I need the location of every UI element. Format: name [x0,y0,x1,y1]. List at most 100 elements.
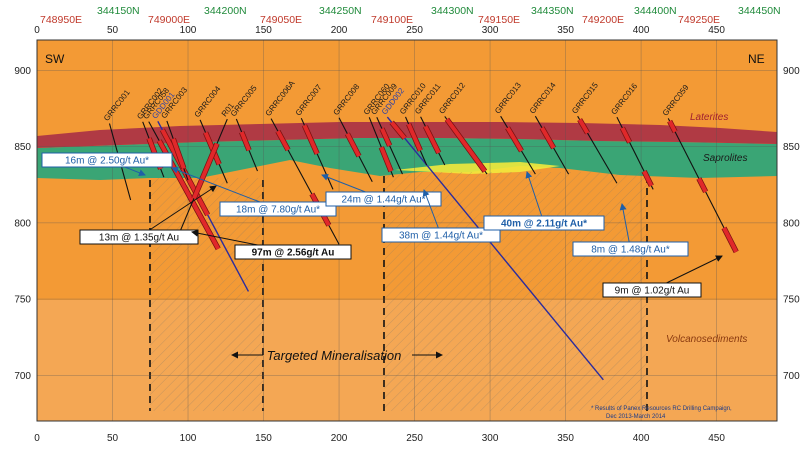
drill-hole [616,116,654,190]
intercept-segment [423,125,441,154]
coordinate-header: 748950E 344150N 749000E 344200N 749050E 34425… [40,5,781,26]
ne-label: NE [748,52,765,66]
drill-hole [175,118,228,242]
drill-hole [577,115,618,184]
drill-trace [386,116,604,381]
y-tick-label: 700 [783,371,800,382]
x-tick-label: 300 [482,433,499,444]
intercept-segment [505,126,524,152]
intercept-segment [390,121,407,140]
laterites-label: Laterites [690,112,728,123]
annotation-box [325,191,442,207]
coordinate-label: 749200E [582,14,624,26]
intercept-annotation: 97m @ 2.56g/t Au [191,229,352,260]
annotation-box [572,241,689,257]
saprolites-label: Saprolites [703,153,747,164]
x-tick-label: 450 [708,25,725,36]
annotation-text: 13m @ 1.35g/t Au [99,233,179,244]
drill-hole [166,120,189,181]
x-tick-label: 150 [255,25,272,36]
sw-label: SW [45,52,65,66]
intercept-segment [302,124,319,155]
drill-hole [420,116,446,166]
annotation-text: 40m @ 2.11g/t Au* [501,219,587,230]
coordinate-label: 749050E [260,14,302,26]
intercept-annotation: 24m @ 1.44g/t Au* [321,173,442,207]
x-tick-label: 450 [708,433,725,444]
yellow-lens [395,162,560,174]
x-tick-label: 200 [331,433,348,444]
laterite-layer [37,122,777,148]
coordinate-label: 749100E [371,14,413,26]
y-tick-label: 900 [783,66,800,77]
intercept-annotation: 8m @ 1.48g/t Au* [572,203,689,257]
intercept-segment [540,126,556,150]
intercept-segment [379,146,393,172]
footnote-line-2: Dec 2013-March 2014 [606,414,666,420]
coordinate-label: 344250N [319,5,362,17]
intercept-segment [276,130,290,151]
x-tick-label: 100 [180,25,197,36]
annotation-box [234,244,352,260]
x-tick-label: 250 [406,433,423,444]
intercept-segment [642,170,654,187]
y-tick-label: 900 [14,66,31,77]
intercept-annotation: 9m @ 1.02g/t Au [602,255,723,298]
footnote-line-1: * Results of Panex Resources RC Drilling… [591,406,732,412]
drill-hole [444,116,488,175]
intercept-annotation: 40m @ 2.11g/t Au* [483,171,605,231]
targeted-mineralisation: Targeted Mineralisation [231,348,443,363]
plot-frame [36,39,778,422]
drill-hole [667,118,739,254]
coordinate-label: 748950E [40,14,82,26]
x-tick-label: 350 [557,433,574,444]
x-tick-label: 0 [34,25,40,36]
y-tick-label: 800 [783,218,800,229]
y-tick-label: 750 [14,295,31,306]
drill-hole [338,117,373,182]
y-tick-label: 700 [14,371,31,382]
x-tick-label: 300 [482,25,499,36]
intercept-annotation: 13m @ 1.35g/t Au [79,185,217,245]
intercept-segment [239,131,251,151]
annotation-box [381,227,501,243]
intercept-segment [380,127,392,147]
intercept-segment [171,138,186,170]
drill-hole [500,115,536,175]
intercept-annotations: 16m @ 2.50g/t Au* 18m @ 7.80g/t Au* 24m @ … [41,152,723,298]
annotation-text: 16m @ 2.50g/t Au* [65,156,149,167]
coordinate-label: 344200N [204,5,247,17]
y-tick-label: 850 [14,142,31,153]
drill-hole [376,117,403,175]
annotation-box [219,201,337,217]
annotation-text: 8m @ 1.48g/t Au* [591,245,670,256]
intercept-segment [406,123,423,152]
annotation-box [602,282,702,298]
y-tick-label: 850 [783,142,800,153]
intercept-annotation: 16m @ 2.50g/t Au* [41,152,173,177]
annotation-box [483,215,605,231]
x-tick-label: 150 [255,433,272,444]
x-tick-label: 100 [180,433,197,444]
intercept-segment [722,226,739,253]
saprolite-layer [37,138,777,180]
x-tick-label: 350 [557,25,574,36]
annotation-text: 24m @ 1.44g/t Au* [341,195,425,206]
drill-hole [235,118,258,172]
annotation-leader [525,171,545,224]
annotation-box [79,229,199,245]
x-tick-label: 200 [331,25,348,36]
x-tick-label: 250 [406,25,423,36]
footnote: * Results of Panex Resources RC Drilling… [591,406,732,420]
y-tick-label: 750 [783,295,800,306]
coordinate-label: 344300N [431,5,474,17]
x-tick-label: 50 [107,25,119,36]
x-tick-label: 50 [107,433,119,444]
coordinate-label: 344450N [738,5,781,17]
drill-hole [386,116,604,381]
coordinate-label: 344350N [531,5,574,17]
coordinate-label: 749150E [478,14,520,26]
intercept-segment [345,132,361,158]
x-tick-label: 400 [633,25,650,36]
annotation-leader [138,185,217,238]
